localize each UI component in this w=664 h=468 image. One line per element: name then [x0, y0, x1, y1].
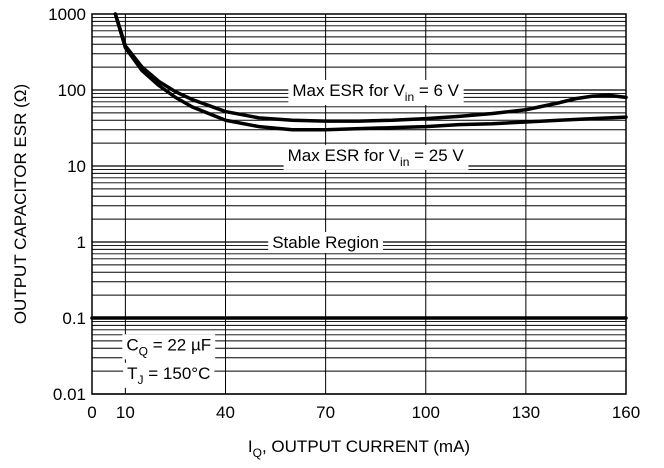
annotation-box: [288, 80, 464, 105]
annotation-box: [283, 144, 469, 170]
x-axis-title-sub: Q: [253, 446, 262, 460]
x-axis-title: IQ, OUTPUT CURRENT (mA): [248, 437, 470, 460]
annotation-sub: J: [138, 373, 144, 387]
annotation-text: TJ = 150°C: [127, 364, 210, 387]
annotation-rest: = 25 V: [409, 146, 464, 165]
annotation-text: Max ESR for Vin = 25 V: [288, 146, 465, 169]
y-tick-label: 0.1: [62, 309, 86, 328]
annotation-text: Max ESR for Vin = 6 V: [292, 81, 459, 104]
annotation-main: Stable Region: [272, 233, 379, 252]
x-tick-label: 70: [316, 403, 335, 422]
annotation-rest: = 6 V: [414, 81, 460, 100]
x-tick-labels: 0 10 40 70 100 130 160: [87, 403, 640, 422]
x-tick-label: 130: [512, 403, 540, 422]
y-tick-label: 1: [77, 233, 86, 252]
annotation-cq: CQ = 22 µF: [122, 334, 216, 360]
x-tick-label: 0: [87, 403, 96, 422]
x-tick-label: 100: [412, 403, 440, 422]
y-tick-label: 0.01: [53, 385, 86, 404]
annotation-box: [123, 362, 215, 388]
annotation-text: CQ = 22 µF: [126, 335, 211, 358]
annotation-v6: Max ESR for Vin = 6 V: [288, 80, 464, 105]
annotation-sub: in: [405, 90, 414, 104]
x-axis-title-main: I: [248, 437, 253, 456]
x-tick-label: 10: [116, 403, 135, 422]
plot-frame: [91, 13, 627, 395]
annotation-text: Stable Region: [272, 233, 379, 252]
y-tick-label: 1000: [48, 5, 86, 24]
y-axis-title: OUTPUT CAPACITOR ESR (Ω): [11, 84, 30, 324]
x-tick-label: 40: [216, 403, 235, 422]
annotation-v25: Max ESR for Vin = 25 V: [283, 144, 469, 170]
series-line-1: [113, 12, 628, 123]
series-layer: [90, 12, 628, 320]
y-tick-label: 10: [67, 157, 86, 176]
annotation-rest: = 22 µF: [148, 335, 211, 354]
annotation-main: T: [127, 364, 137, 383]
annotation-box: [122, 334, 216, 360]
annotation-sub: in: [400, 155, 409, 169]
annotation-main: Max ESR for V: [292, 81, 405, 100]
annotation-sub: Q: [139, 344, 148, 358]
annotation-main: C: [126, 335, 138, 354]
series-line-2: [113, 12, 628, 132]
annotation-rest: = 150°C: [144, 364, 211, 383]
x-tick-label: 160: [612, 403, 640, 422]
annotation-tj: TJ = 150°C: [123, 362, 215, 388]
y-tick-label: 100: [58, 81, 86, 100]
annotation-stable: Stable Region: [268, 232, 384, 253]
y-tick-labels: 0.01 0.1 1 10 100 1000: [48, 5, 86, 404]
annotation-main: Max ESR for V: [288, 146, 401, 165]
annotation-box: [268, 232, 384, 253]
x-axis-title-rest: , OUTPUT CURRENT (mA): [262, 437, 470, 456]
